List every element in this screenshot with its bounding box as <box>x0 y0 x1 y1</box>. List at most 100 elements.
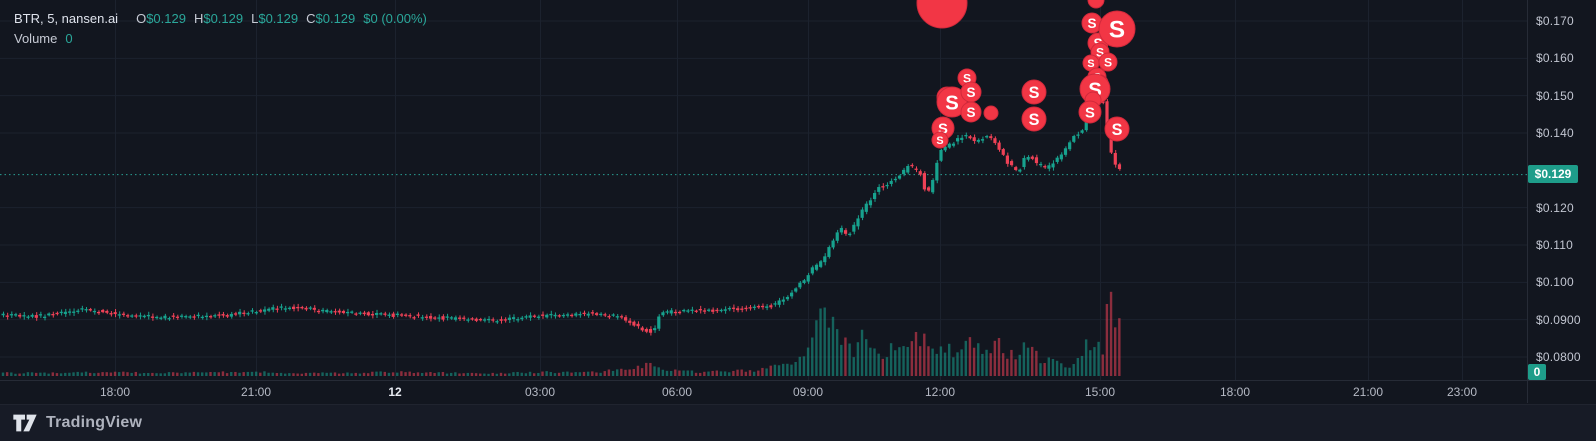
candle-body <box>449 317 453 319</box>
candle-body <box>1109 131 1113 153</box>
sell-marker[interactable]: S <box>1082 54 1100 72</box>
candle-body <box>366 312 370 316</box>
volume-bar <box>690 370 694 376</box>
sell-marker[interactable]: S <box>1098 52 1118 72</box>
legend-volume-row: Volume 0 <box>14 29 427 49</box>
sell-marker-bubble <box>1021 79 1047 105</box>
candle-body <box>980 139 985 141</box>
sell-marker[interactable] <box>916 0 968 29</box>
candle-body <box>233 313 238 315</box>
volume-bar <box>744 371 748 376</box>
volume-bar <box>122 371 125 376</box>
time-tick-label: 06:00 <box>661 385 693 399</box>
volume-bar <box>1084 339 1088 376</box>
sell-marker[interactable]: S <box>960 81 982 103</box>
volume-bar <box>927 346 930 376</box>
sell-marker[interactable]: S <box>931 131 949 149</box>
sell-marker[interactable]: S <box>1104 116 1130 142</box>
volume-bar <box>503 373 507 376</box>
volume-bar <box>155 373 158 376</box>
ohlc-value: $0.129 <box>258 11 299 26</box>
candle-body <box>956 138 960 142</box>
candle-body <box>557 315 561 317</box>
sell-marker[interactable] <box>1087 0 1105 9</box>
volume-bar <box>346 372 349 376</box>
candle-body <box>503 319 507 321</box>
candle-body <box>777 300 781 305</box>
volume-bar <box>238 372 241 376</box>
sell-marker[interactable]: S <box>1021 79 1047 105</box>
volume-bar <box>802 356 806 376</box>
volume-bar <box>159 373 162 376</box>
candle-body <box>653 328 657 331</box>
sell-marker[interactable]: S <box>936 86 968 118</box>
candle-body <box>271 307 275 310</box>
candle-body <box>379 313 383 315</box>
volume-bar <box>313 372 316 376</box>
ohlc-value: $0.129 <box>315 11 356 26</box>
ohlc-value: $0.129 <box>203 11 244 26</box>
volume-bar <box>68 372 71 376</box>
volume-bar <box>180 373 183 376</box>
candle-body <box>545 314 549 318</box>
volume-bar <box>1101 354 1104 376</box>
volume-bar <box>130 372 133 376</box>
sell-marker[interactable]: S <box>960 101 982 123</box>
candle-body <box>985 136 989 138</box>
time-axis[interactable]: 18:00 21:00 12 03:00 06:00 09:00 12:00 15:00 18:… <box>0 381 1596 403</box>
volume-bar <box>711 370 714 376</box>
volume-bar <box>1022 342 1026 376</box>
candle-body <box>1018 169 1022 172</box>
volume-bar <box>176 372 179 376</box>
volume-bar <box>819 308 822 376</box>
volume-bar <box>557 372 561 376</box>
candle-body <box>993 138 997 144</box>
candle-body <box>420 317 424 319</box>
symbol-title[interactable]: BTR, 5, nansen.ai <box>14 11 119 26</box>
time-tick-label-day: 12 <box>388 385 402 399</box>
volume-bar <box>537 372 540 376</box>
candle-body <box>5 315 9 317</box>
volume-bar <box>715 370 718 376</box>
volume-bar <box>835 329 839 376</box>
sell-marker[interactable] <box>983 105 999 121</box>
candle-body <box>167 318 171 320</box>
candle-body <box>885 184 889 187</box>
candle-body <box>441 316 445 320</box>
sell-marker[interactable]: S <box>1078 100 1102 124</box>
candle-body <box>47 313 51 316</box>
volume-bar <box>1068 367 1071 376</box>
price-axis[interactable]: $0.129 0 $0.170 $0.160 $0.150 $0.140 $0.120 $… <box>1528 0 1596 380</box>
candle-body <box>109 313 113 315</box>
volume-bar <box>1109 291 1113 376</box>
sell-marker[interactable]: S <box>1081 12 1103 34</box>
candle-body <box>819 261 823 267</box>
candle-body <box>1076 134 1080 136</box>
volume-bar <box>674 369 677 376</box>
sell-marker[interactable]: S <box>1021 106 1047 132</box>
candle-body <box>408 315 412 317</box>
volume-bar <box>109 372 113 376</box>
volume-bar <box>479 373 482 376</box>
tradingview-logo-link[interactable]: TradingView <box>12 413 142 433</box>
candle-body <box>711 309 715 312</box>
candle-body <box>279 306 283 308</box>
sell-marker-bubble <box>1104 116 1130 142</box>
candle-body <box>624 317 628 321</box>
volume-bar <box>325 372 328 376</box>
candle-body <box>1 313 5 316</box>
sell-marker[interactable]: S <box>1098 10 1136 48</box>
candle-body <box>51 314 55 316</box>
sell-markers: SSSSSSSSSSSSSSSSSS <box>916 0 1136 149</box>
volume-bar <box>541 371 544 376</box>
volume-bar <box>1105 303 1109 376</box>
candle-body <box>640 327 644 331</box>
volume-bar <box>450 372 453 376</box>
volume-bar <box>184 372 187 376</box>
candle-body <box>225 315 229 317</box>
volume-bar <box>55 373 59 376</box>
volume-bar <box>815 320 818 376</box>
volume-bar <box>624 369 627 376</box>
price-tick-label: $0.160 <box>1536 51 1574 66</box>
